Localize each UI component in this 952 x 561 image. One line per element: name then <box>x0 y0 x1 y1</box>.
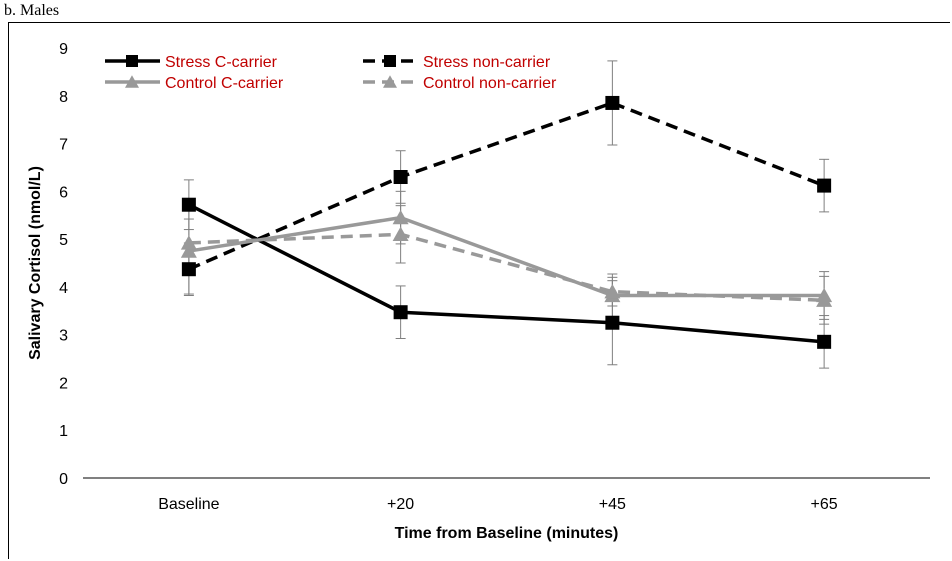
data-point-square <box>817 178 832 193</box>
data-point-triangle <box>392 209 409 225</box>
x-tick-label: +65 <box>811 496 838 513</box>
data-point-square <box>393 170 408 184</box>
x-axis-title: Time from Baseline (minutes) <box>395 525 619 542</box>
data-point-triangle <box>125 75 139 88</box>
data-point-square <box>181 262 196 277</box>
data-point-square <box>393 305 408 320</box>
data-point-square <box>384 55 396 67</box>
y-tick-label: 3 <box>59 328 68 345</box>
legend-label: Control non-carrier <box>423 75 557 92</box>
data-point-triangle <box>816 292 833 307</box>
x-tick-label: +20 <box>387 496 414 513</box>
y-tick-label: 4 <box>59 280 68 297</box>
x-tick-label: +45 <box>599 496 626 513</box>
series-lines <box>188 101 825 344</box>
chart-frame <box>8 22 950 559</box>
series-line <box>188 101 825 271</box>
y-axis-title: Salivary Cortisol (nmol/L) <box>27 166 44 360</box>
legend: Stress C-carrier Stress non-carrier Contro… <box>105 54 557 92</box>
legend-label: Stress C-carrier <box>165 54 278 71</box>
data-point-square <box>605 315 620 330</box>
y-tick-label: 0 <box>59 471 68 488</box>
axes: 0 1 2 3 4 5 6 7 8 9 Baseline +20 +45 +65 <box>59 41 930 513</box>
data-point-square <box>126 55 138 67</box>
panel-label: b. Males <box>4 2 60 19</box>
series-markers <box>180 95 833 349</box>
y-tick-label: 8 <box>59 89 68 106</box>
data-point-square <box>181 197 196 212</box>
legend-label: Stress non-carrier <box>423 54 551 71</box>
y-tick-label: 9 <box>59 41 68 58</box>
y-tick-label: 2 <box>59 375 68 392</box>
y-tick-label: 1 <box>59 423 68 440</box>
series-line <box>188 232 825 303</box>
data-point-square <box>605 95 620 110</box>
y-tick-label: 7 <box>59 137 68 154</box>
data-point-triangle <box>180 243 197 258</box>
y-tick-label: 6 <box>59 184 68 201</box>
data-point-square <box>817 334 832 349</box>
error-bars <box>183 60 830 369</box>
x-tick-label: Baseline <box>158 496 219 513</box>
data-point-triangle <box>392 226 409 241</box>
data-point-triangle <box>604 284 621 299</box>
y-tick-label: 5 <box>59 232 68 249</box>
series-line <box>188 203 825 344</box>
data-point-triangle <box>383 75 397 88</box>
legend-label: Control C-carrier <box>165 75 284 92</box>
data-point-triangle <box>180 235 197 250</box>
